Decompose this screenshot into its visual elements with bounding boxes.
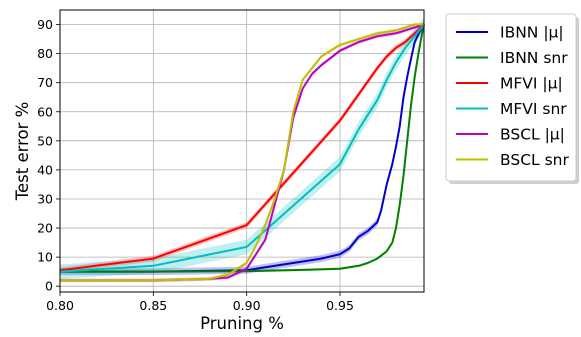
confidence-bands [60, 17, 424, 283]
y-tick-label: 0 [45, 279, 53, 294]
band-mfvi-mu [60, 21, 424, 274]
y-tick-label: 10 [37, 250, 53, 265]
legend: IBNN |μ| IBNN snr MFVI |μ| MFVI snr BSCL |μ|… [445, 13, 579, 184]
legend-box [445, 13, 577, 182]
series-line-mfvi-snr [59, 23, 425, 273]
legend-label-mfvi-mu: MFVI |μ| [500, 75, 563, 93]
y-tick-label: 40 [37, 162, 53, 177]
plot-frame [59, 9, 425, 293]
series-line-bscl-mu [60, 23, 425, 282]
band-ibnn-mu [60, 21, 424, 276]
y-tick-label: 60 [37, 104, 53, 119]
y-tick-label: 30 [37, 191, 53, 206]
band-mfvi-snr [60, 17, 424, 279]
series-line-bscl-snr [60, 23, 424, 282]
y-tick-label: 70 [37, 75, 53, 90]
series-line-ibnn-mu [60, 23, 425, 273]
x-tick-label: 0.95 [326, 298, 354, 313]
x-tick-label: 0.80 [46, 298, 74, 313]
y-axis-label: Test error % [13, 102, 32, 202]
legend-label-mfvi-snr: MFVI snr [500, 100, 567, 118]
legend-label-bscl-mu: BSCL |μ| [500, 126, 565, 144]
x-tick-label: 0.90 [233, 298, 261, 313]
series-lines [59, 23, 425, 282]
legend-label-ibnn-snr: IBNN snr [500, 49, 568, 67]
legend-label-bscl-snr: BSCL snr [500, 151, 569, 169]
y-tick-label: 80 [37, 46, 53, 61]
y-tick-label: 90 [37, 17, 53, 32]
y-tick-label: 20 [37, 221, 53, 236]
x-axis-label: Pruning % [200, 314, 284, 333]
axis-ticks: 0.80 0.85 0.90 0.95 0 10 20 30 40 50 60 70 80 90 [37, 17, 354, 313]
band-ibnn-snr [60, 23, 424, 273]
legend-label-ibnn-mu: IBNN |μ| [500, 24, 564, 42]
series-line-ibnn-snr [60, 24, 425, 273]
grid [59, 10, 424, 292]
y-tick-label: 50 [37, 133, 53, 148]
legend-items: IBNN |μ| IBNN snr MFVI |μ| MFVI snr BSCL |μ|… [456, 24, 569, 169]
x-tick-label: 0.85 [139, 298, 167, 313]
series-line-mfvi-mu [59, 23, 425, 272]
